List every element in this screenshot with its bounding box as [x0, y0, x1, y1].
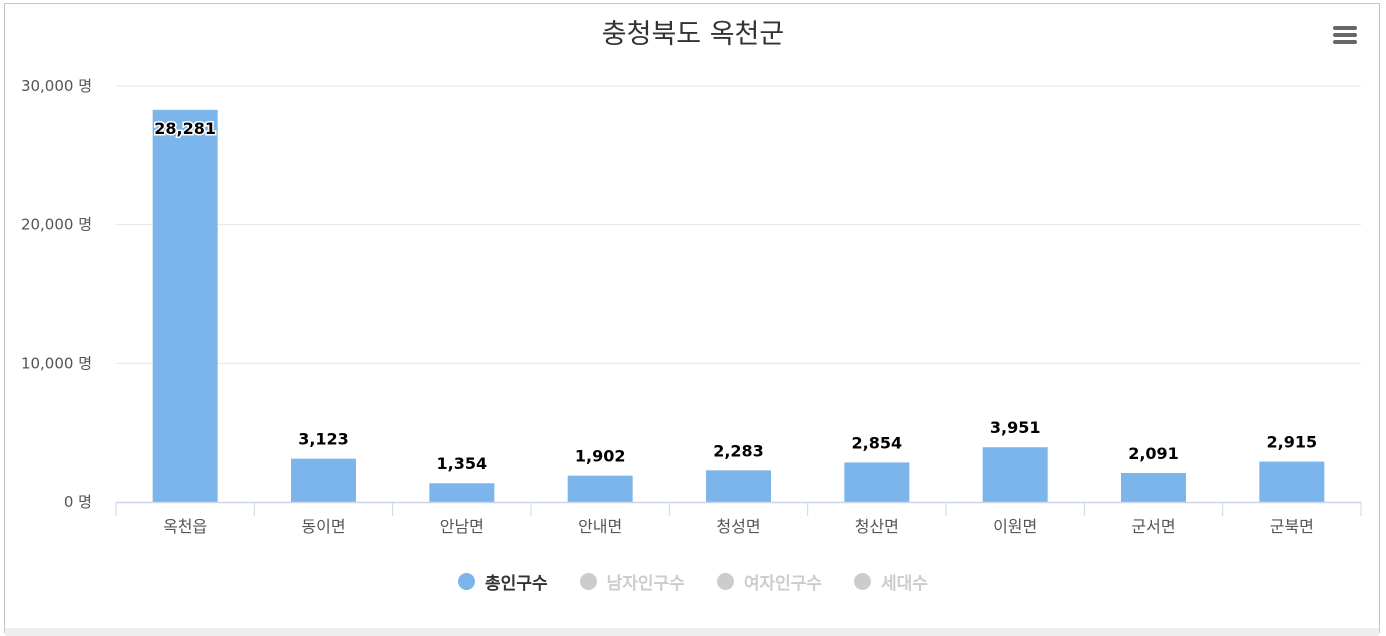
legend-item[interactable]: 남자인구수 — [579, 569, 685, 594]
legend-label: 남자인구수 — [606, 573, 685, 594]
legend-dot-icon — [854, 572, 872, 590]
chart-title: 충청북도 옥천군 — [601, 19, 785, 50]
legend-label: 총인구수 — [485, 573, 548, 594]
legend-dot-icon — [458, 572, 476, 590]
data-label: 2,915 — [1267, 433, 1318, 452]
x-tick-label: 동이면 — [301, 517, 345, 536]
x-tick-label: 안내면 — [578, 517, 622, 536]
bar[interactable] — [1259, 461, 1325, 502]
chart-container — [4, 3, 1380, 633]
legend-label: 세대수 — [881, 573, 928, 594]
data-label: 1,354 — [437, 454, 488, 473]
data-label: 3,123 — [298, 430, 349, 449]
y-tick-label: 0 명 — [64, 493, 92, 511]
bar[interactable] — [844, 462, 910, 502]
x-tick-label: 안남면 — [440, 517, 484, 536]
x-tick-label: 군서면 — [1131, 517, 1175, 536]
legend-item[interactable]: 여자인구수 — [716, 569, 823, 594]
data-label: 1,902 — [575, 447, 626, 466]
bar[interactable] — [152, 109, 218, 503]
legend-dot-icon — [716, 572, 734, 590]
bar[interactable] — [706, 470, 771, 502]
legend-dot-icon — [579, 572, 597, 590]
x-tick-label: 옥천읍 — [163, 517, 207, 536]
x-tick-label: 이원면 — [993, 517, 1037, 536]
legend: 총인구수 남자인구수 여자인구수 세대수 — [0, 566, 1386, 596]
y-tick-label: 30,000 명 — [21, 77, 92, 95]
data-label: 2,854 — [852, 433, 903, 452]
bar[interactable] — [567, 475, 633, 502]
data-label: 28,281 — [154, 119, 216, 138]
legend-item[interactable]: 총인구수 — [458, 569, 548, 594]
y-tick-label: 10,000 명 — [21, 354, 92, 372]
legend-label: 여자인구수 — [743, 573, 823, 594]
x-tick-label: 군북면 — [1270, 517, 1314, 536]
data-label: 2,091 — [1128, 444, 1179, 463]
data-label: 3,951 — [990, 418, 1041, 437]
legend-item[interactable]: 세대수 — [854, 569, 928, 594]
bar[interactable] — [291, 458, 356, 502]
bar[interactable] — [1121, 473, 1186, 502]
x-tick-label: 청성면 — [716, 517, 760, 536]
data-label: 2,283 — [713, 441, 764, 460]
bar[interactable] — [982, 447, 1048, 502]
bottom-strip — [5, 628, 1379, 636]
y-tick-label: 20,000 명 — [21, 216, 92, 234]
bar[interactable] — [429, 483, 495, 502]
hamburger-menu-icon[interactable] — [1327, 22, 1361, 52]
x-tick-label: 청산면 — [855, 517, 899, 536]
